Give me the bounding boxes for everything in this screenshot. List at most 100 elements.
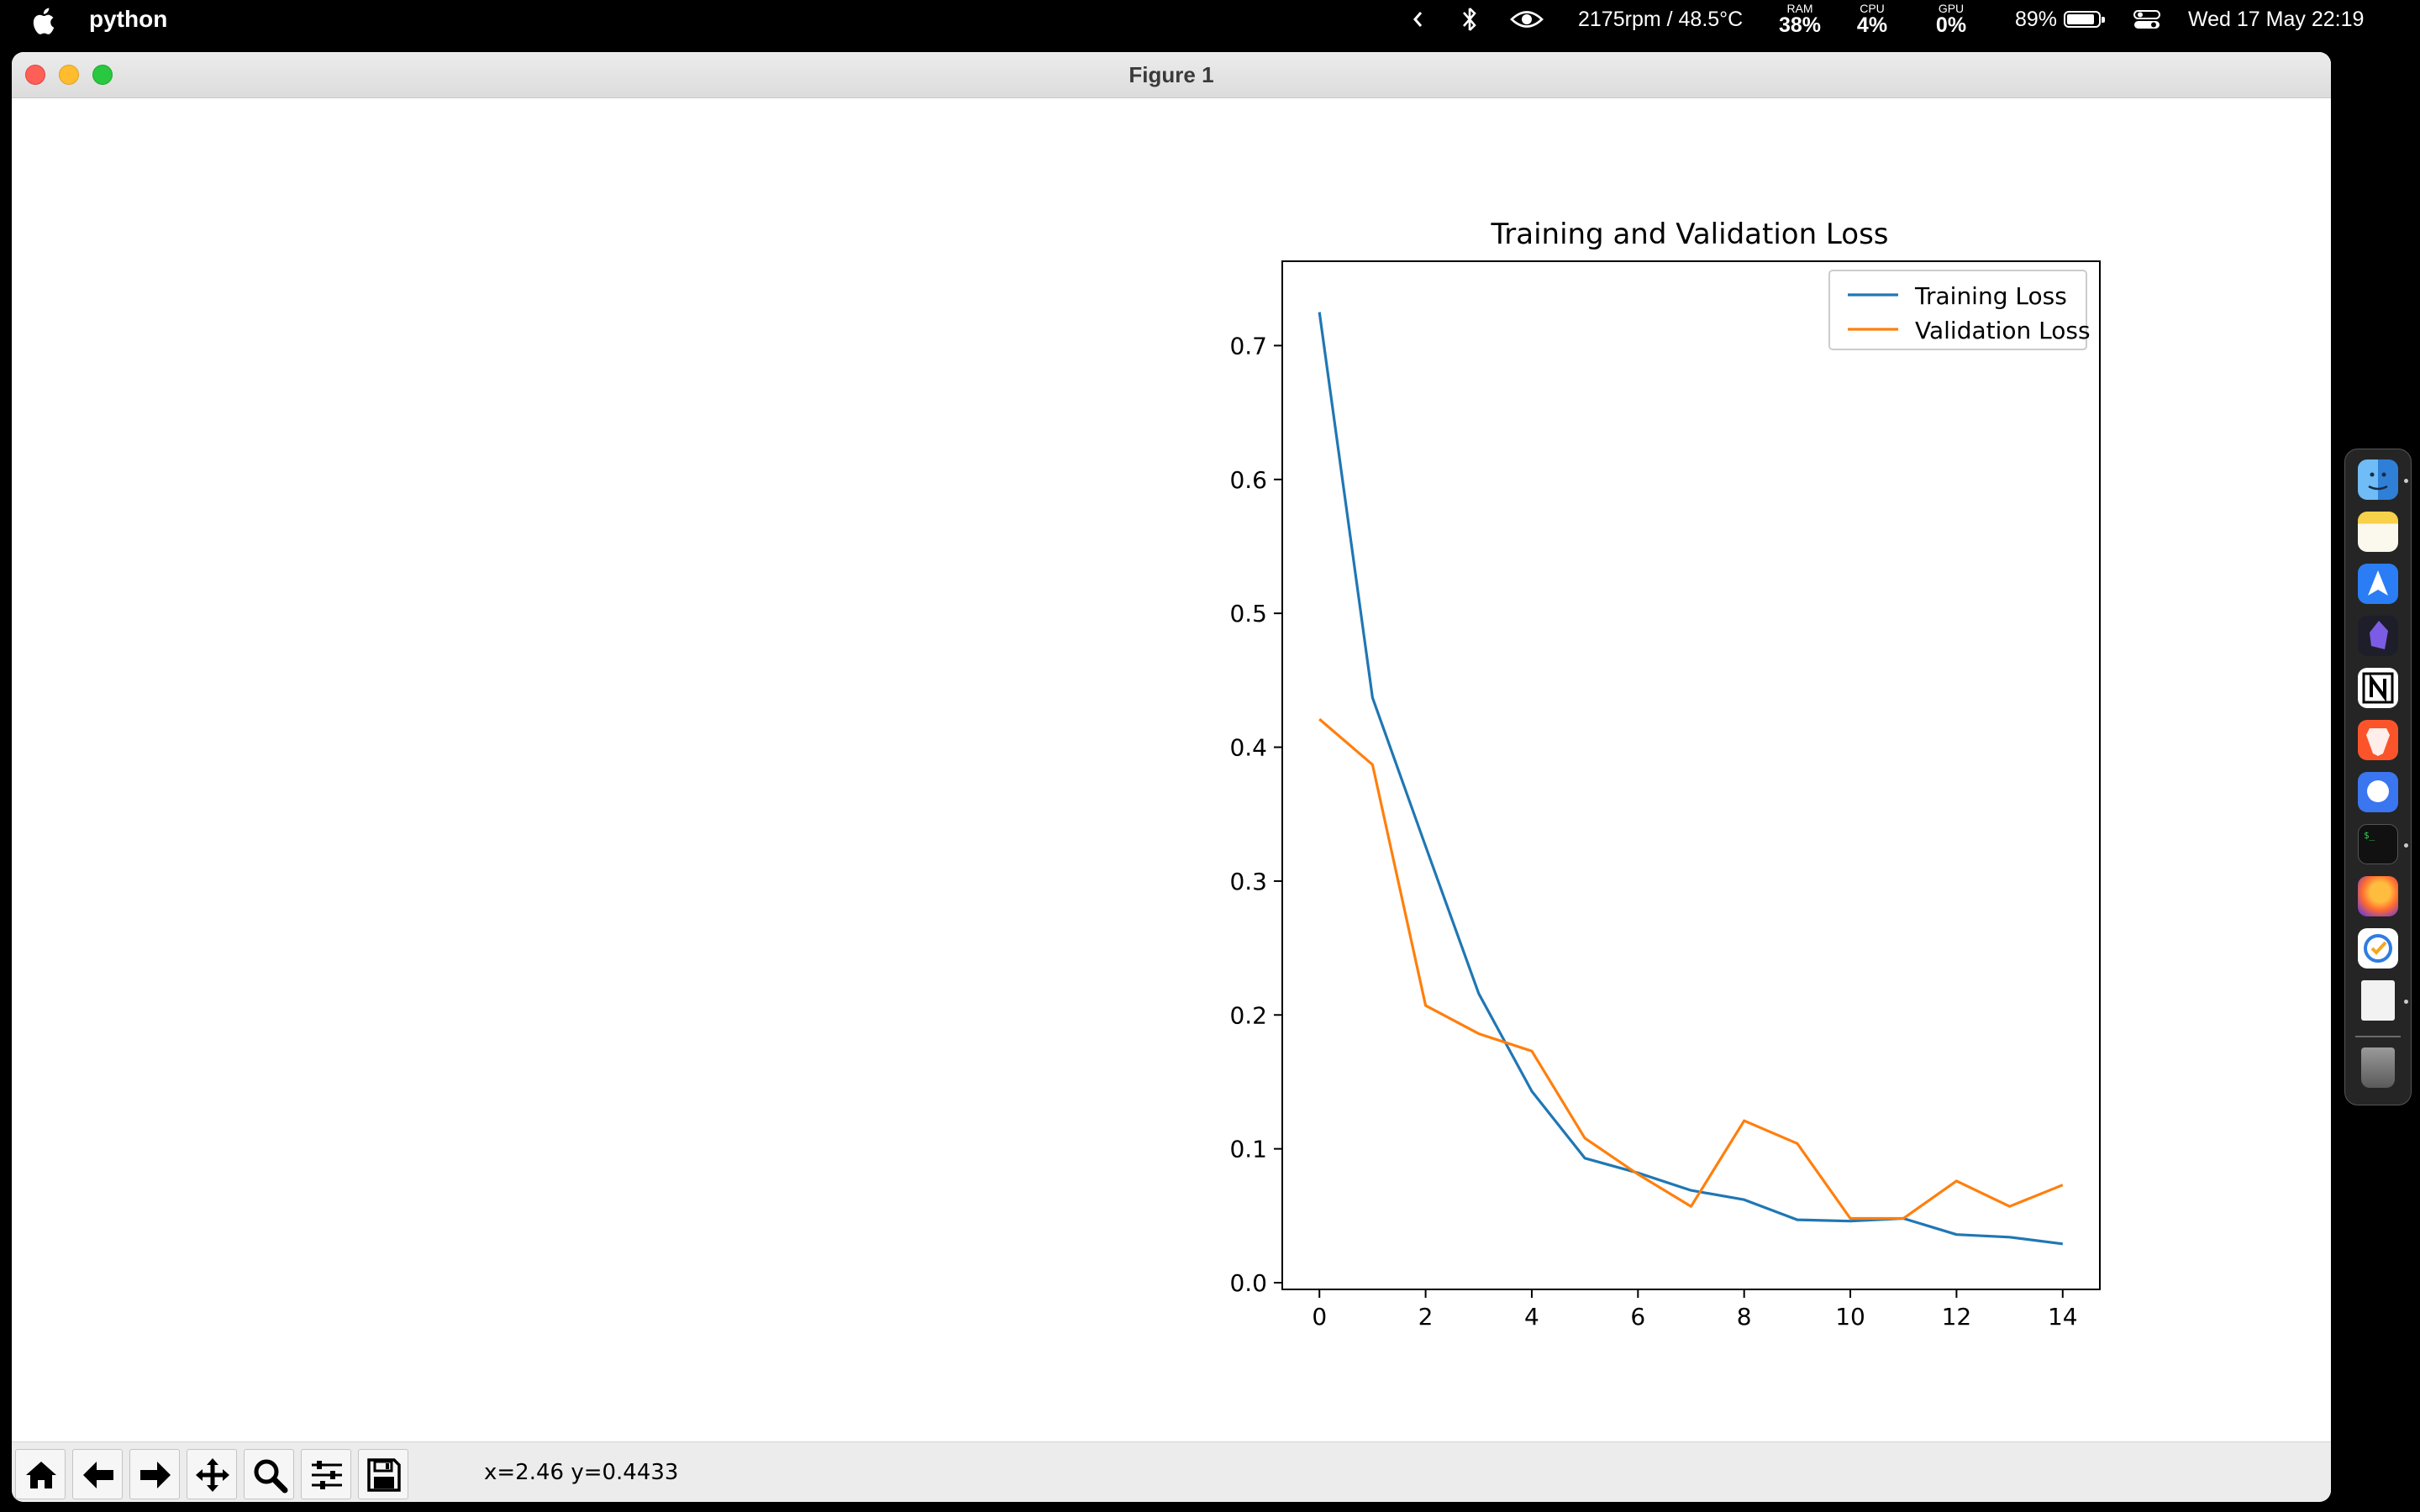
y-tick-label: 0.0 [1229,1269,1267,1297]
maps-navigation-icon[interactable] [2358,564,2398,604]
line-chart: Training and Validation Loss 0 2 4 6 8 10 12 14… [1229,218,2101,1331]
data-point-training-loss-1 [1370,696,1374,700]
home-button[interactable] [15,1449,66,1499]
configure-subplots-button[interactable] [301,1449,351,1499]
y-tick-label: 0.6 [1229,466,1267,494]
data-point-validation-loss-13 [2008,1205,2012,1208]
data-point-training-loss-2 [1424,844,1428,848]
finder-running-dot [2404,479,2408,483]
notion-icon[interactable] [2358,668,2398,708]
y-tick-label: 0.5 [1229,600,1267,627]
window-title: Figure 1 [1128,62,1214,87]
data-point-validation-loss-9 [1796,1142,1799,1145]
zoom-icon [254,1459,288,1494]
eye-icon[interactable] [1509,0,1544,39]
chevron-left-icon[interactable] [1408,0,1428,39]
data-point-validation-loss-6 [1636,1173,1639,1176]
data-point-validation-loss-10 [1849,1217,1852,1221]
document-icon[interactable] [2361,980,2395,1021]
data-point-training-loss-9 [1796,1218,1799,1221]
forward-arrow-icon [140,1462,171,1488]
menu-bar: python 2175rpm / 48.5°C RAM 38% CPU 4% G… [0,0,2420,39]
y-tick-label: 0.4 [1229,734,1267,762]
home-icon [26,1462,56,1488]
cpu-stat[interactable]: CPU 4% [1854,3,1891,36]
data-point-validation-loss-8 [1743,1119,1746,1122]
clock[interactable]: Wed 17 May 22:19 [2188,8,2365,31]
obsidian-icon[interactable] [2358,616,2398,656]
figure-window: Figure 1 Training and Validation Loss 0 2… [12,52,2331,1502]
y-tick-label: 0.1 [1229,1136,1267,1163]
save-icon [367,1458,401,1492]
window-titlebar[interactable]: Figure 1 [12,52,2331,98]
minimize-window-button[interactable] [59,65,79,85]
figure-canvas[interactable]: Training and Validation Loss 0 2 4 6 8 10 12 14… [12,98,2331,1441]
y-tick-label: 0.2 [1229,1001,1267,1029]
app-name[interactable]: python [89,6,168,32]
forward-button[interactable] [129,1449,180,1499]
data-point-validation-loss-12 [1954,1179,1958,1183]
document-running-dot [2404,1000,2408,1004]
signal-icon[interactable] [2358,772,2398,812]
firefox-icon[interactable] [2358,876,2398,916]
bluetooth-icon[interactable] [1457,0,1482,39]
navigation-toolbar: x=2.46 y=0.4433 [12,1441,2331,1502]
dock: $_ [2344,449,2412,1105]
data-point-training-loss-12 [1954,1233,1958,1236]
data-point-validation-loss-1 [1370,763,1374,766]
terminal-icon[interactable]: $_ [2358,824,2398,864]
maximize-window-button[interactable] [92,65,113,85]
svg-text:$_: $_ [2364,830,2375,841]
data-point-training-loss-13 [2008,1236,2012,1239]
fan-temperature-readout[interactable]: 2175rpm / 48.5°C [1578,8,1744,31]
back-arrow-icon [83,1462,113,1488]
data-point-training-loss-3 [1477,992,1481,995]
brave-icon[interactable] [2358,720,2398,760]
battery-percent[interactable]: 89% [2015,8,2058,31]
apple-menu-icon[interactable] [30,0,60,39]
data-point-training-loss-5 [1583,1157,1586,1160]
dock-separator [2355,1036,2401,1037]
data-point-training-loss-4 [1530,1089,1534,1093]
series-line-validation-loss [1318,717,2064,1221]
trash-icon[interactable] [2361,1047,2395,1088]
save-button[interactable] [358,1449,408,1499]
data-point-training-loss-7 [1690,1189,1693,1192]
x-tick-label: 14 [2048,1303,2078,1331]
data-point-validation-loss-0 [1318,717,1321,721]
x-tick-label: 8 [1737,1303,1752,1331]
control-center-icon[interactable] [2133,0,2161,39]
series-line-training-loss [1318,312,2064,1246]
ram-label: RAM [1786,2,1813,15]
ram-value: 38% [1778,13,1822,37]
zoom-button[interactable] [244,1449,294,1499]
pan-button[interactable] [187,1449,237,1499]
x-tick-label: 12 [1942,1303,1972,1331]
back-button[interactable] [72,1449,123,1499]
x-tick-label: 6 [1630,1303,1645,1331]
tasks-icon[interactable] [2358,928,2398,969]
x-tick-label: 4 [1524,1303,1539,1331]
battery-icon[interactable] [2064,11,2105,28]
cpu-value: 4% [1856,13,1888,37]
data-point-validation-loss-4 [1530,1049,1534,1053]
gpu-label: GPU [1938,2,1965,15]
notes-icon[interactable] [2358,512,2398,552]
gpu-value: 0% [1935,13,1967,37]
x-tick-label: 2 [1418,1303,1434,1331]
close-window-button[interactable] [25,65,45,85]
finder-icon[interactable] [2358,459,2398,500]
data-point-validation-loss-14 [2061,1184,2065,1187]
y-tick-label: 0.7 [1229,332,1267,360]
data-point-validation-loss-5 [1583,1137,1586,1140]
data-point-training-loss-14 [2061,1242,2065,1246]
gpu-stat[interactable]: GPU 0% [1933,3,1970,36]
legend-label: Training Loss [1914,282,2067,310]
data-point-training-loss-0 [1318,311,1321,314]
cpu-label: CPU [1860,2,1885,15]
ram-stat[interactable]: RAM 38% [1776,3,1823,36]
terminal-running-dot [2404,843,2408,848]
legend-label: Validation Loss [1915,317,2091,344]
data-point-validation-loss-3 [1477,1032,1481,1036]
chart-title: Training and Validation Loss [1490,218,1888,251]
